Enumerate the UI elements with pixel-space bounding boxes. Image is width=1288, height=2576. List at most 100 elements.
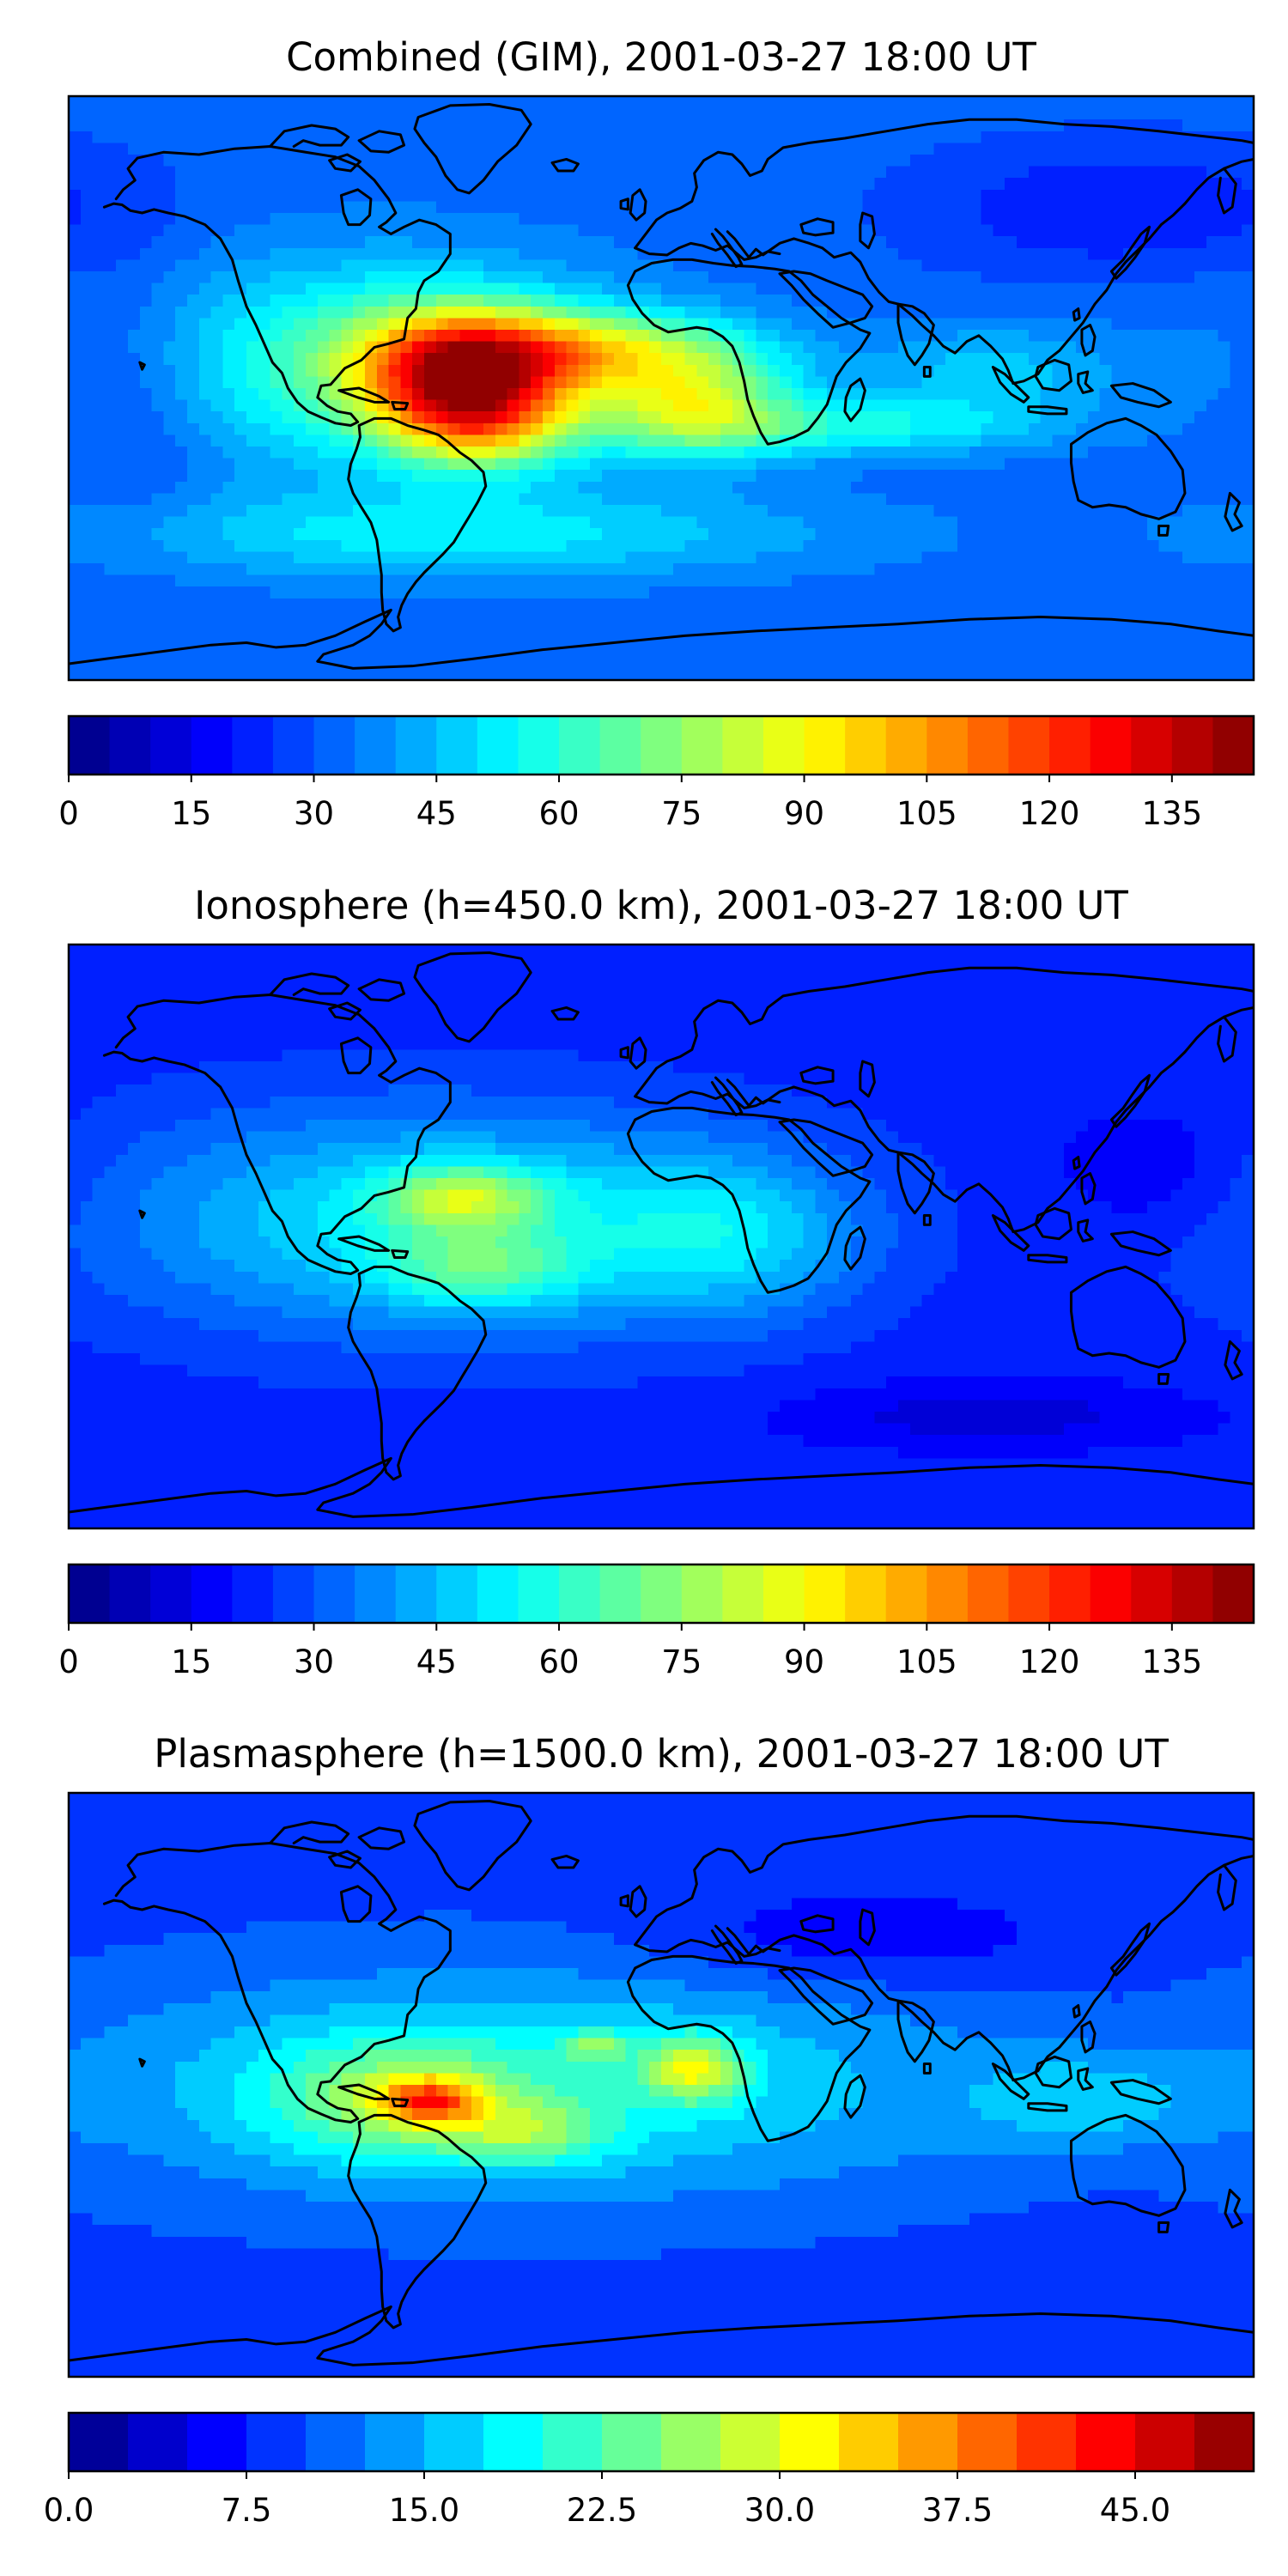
colorbar-segment (395, 1564, 438, 1623)
colorbar-frame (67, 2411, 1255, 2473)
colorbar-segment (804, 1564, 846, 1623)
colorbar-segment (957, 2413, 1018, 2471)
panel-plasmasphere: Plasmasphere (h=1500.0 km), 2001-03-27 1… (44, 1731, 1255, 2529)
colorbar-segment (967, 1564, 1010, 1623)
colorbar-segment (1135, 2413, 1195, 2471)
tec-field (69, 945, 1254, 1529)
colorbar-segment (395, 716, 438, 775)
colorbar-segment (272, 716, 315, 775)
colorbar-segment (1076, 2413, 1136, 2471)
tec-field (69, 1793, 1254, 2378)
colorbar-segment (1008, 1564, 1050, 1623)
colorbar-tick-label: 0 (58, 1643, 79, 1680)
colorbar-segment (898, 2413, 958, 2471)
colorbar-segment (927, 716, 969, 775)
colorbar-tick-label: 120 (1019, 795, 1080, 832)
colorbar-segment (1194, 2413, 1255, 2471)
colorbar-segment (641, 716, 683, 775)
colorbar-segment (150, 1564, 192, 1623)
colorbar-segment (599, 716, 642, 775)
colorbar-segment (246, 2413, 307, 2471)
colorbar-tick-label: 37.5 (922, 2492, 993, 2529)
panel-title: Combined (GIM), 2001-03-27 18:00 UT (286, 34, 1036, 80)
colorbar-segment (272, 1564, 315, 1623)
colorbar-segment (720, 2413, 781, 2471)
colorbar-segment (191, 1564, 234, 1623)
colorbar-segment (762, 716, 805, 775)
colorbar-segment (1008, 716, 1050, 775)
colorbar-segment (424, 2413, 484, 2471)
colorbar-segment (927, 1564, 969, 1623)
colorbar-segment (187, 2413, 247, 2471)
colorbar-segment (109, 1564, 151, 1623)
colorbar-segment (150, 716, 192, 775)
colorbar-segment (780, 2413, 840, 2471)
panel-combined: Combined (GIM), 2001-03-27 18:00 UT 0 15 30… (58, 34, 1255, 832)
colorbar-segment (69, 1564, 111, 1623)
colorbar-segment (967, 716, 1010, 775)
map-frame (67, 943, 1255, 1530)
tec-field (69, 96, 1254, 681)
colorbar-segment (543, 2413, 603, 2471)
colorbar-segment (477, 1564, 519, 1623)
colorbar-segment (355, 1564, 397, 1623)
colorbar-tick-label: 45 (416, 1643, 457, 1680)
colorbar-tick-label: 75 (661, 1643, 702, 1680)
colorbar-tick-label: 7.5 (222, 2492, 272, 2529)
colorbar: 0 15 30 45 60 75 90 105 120 135 (58, 1563, 1255, 1680)
colorbar-segment (1017, 2413, 1077, 2471)
colorbar-segment (191, 716, 234, 775)
colorbar-segment (804, 716, 846, 775)
colorbar-segment (477, 716, 519, 775)
colorbar-segment (1049, 1564, 1091, 1623)
colorbar-segment (885, 1564, 928, 1623)
colorbar-segment (722, 1564, 764, 1623)
colorbar-tick-label: 90 (784, 1643, 824, 1680)
colorbar-segment (1171, 1564, 1214, 1623)
colorbar-segment (1131, 716, 1173, 775)
colorbar-tick-label: 135 (1142, 1643, 1203, 1680)
colorbar-segment (128, 2413, 188, 2471)
colorbar-segment (559, 716, 601, 775)
colorbar-segment (69, 716, 111, 775)
colorbar-tick-label: 75 (661, 795, 702, 832)
colorbar-tick-label: 15 (171, 795, 211, 832)
colorbar-segment (313, 716, 355, 775)
colorbar-tick-label: 0 (58, 795, 79, 832)
colorbar-segment (1131, 1564, 1173, 1623)
colorbar-segment (518, 1564, 560, 1623)
colorbar-segment (232, 1564, 274, 1623)
colorbar-tick-label: 105 (896, 1643, 957, 1680)
colorbar-tick-label: 60 (538, 795, 579, 832)
colorbar: 0 15 30 45 60 75 90 105 120 135 (58, 714, 1255, 832)
colorbar-tick-label: 120 (1019, 1643, 1080, 1680)
colorbar-frame (67, 714, 1255, 776)
colorbar-segment (845, 1564, 887, 1623)
colorbar-segment (1212, 1564, 1255, 1623)
colorbar-segment (1049, 716, 1091, 775)
colorbar-segment (762, 1564, 805, 1623)
colorbar-segment (518, 716, 560, 775)
colorbar-segment (306, 2413, 366, 2471)
colorbar-segment (641, 1564, 683, 1623)
colorbar-tick-label: 30.0 (744, 2492, 815, 2529)
colorbar-tick-label: 30 (294, 1643, 334, 1680)
colorbar-tick-label: 45.0 (1100, 2492, 1170, 2529)
map-frame (67, 94, 1255, 682)
colorbar-segment (1171, 716, 1214, 775)
colorbar-tick-label: 135 (1142, 795, 1203, 832)
panel-ionosphere: Ionosphere (h=450.0 km), 2001-03-27 18:0… (58, 883, 1255, 1680)
colorbar-segment (602, 2413, 662, 2471)
colorbar-segment (681, 1564, 724, 1623)
colorbar-segment (681, 716, 724, 775)
colorbar: 0.0 7.5 15.0 22.5 30.0 37.5 45.0 (44, 2411, 1255, 2529)
colorbar-segment (559, 1564, 601, 1623)
colorbar-segment (839, 2413, 899, 2471)
map-plot (69, 1793, 1254, 2378)
colorbar-segment (436, 1564, 478, 1623)
panel-title: Ionosphere (h=450.0 km), 2001-03-27 18:0… (194, 883, 1128, 928)
colorbar-tick-label: 45 (416, 795, 457, 832)
colorbar-segment (661, 2413, 721, 2471)
colorbar-tick-label: 60 (538, 1643, 579, 1680)
